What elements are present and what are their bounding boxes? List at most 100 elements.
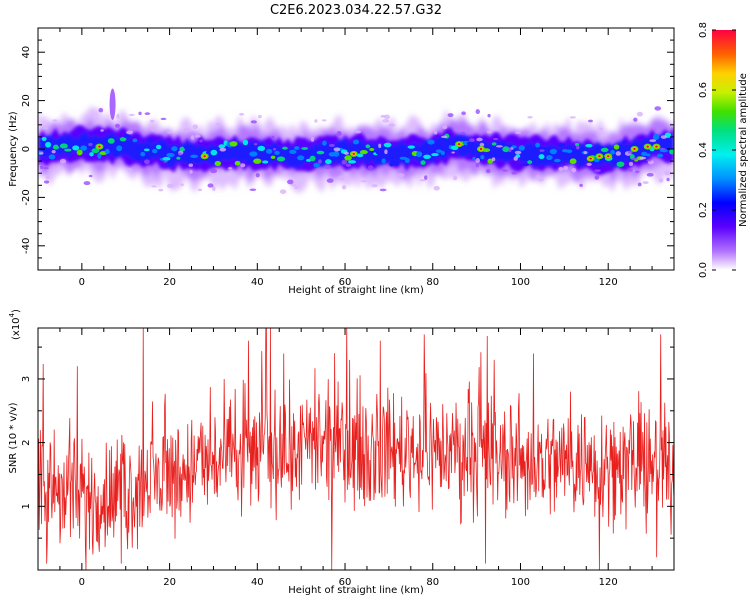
- spectrogram-speck: [382, 118, 390, 123]
- spectrogram-speck: [151, 185, 157, 188]
- spectrogram-cell: [391, 160, 400, 166]
- spectrogram-x-tick-label: 60: [339, 277, 352, 288]
- spectrogram-speck: [279, 189, 287, 194]
- spectrogram-speck: [535, 175, 541, 179]
- spectrogram-cell: [487, 158, 493, 164]
- spectrogram-cell: [89, 152, 94, 157]
- spectrogram-speck: [571, 167, 577, 173]
- spectrogram-cell: [72, 145, 80, 151]
- spectrogram-cell: [195, 158, 202, 163]
- spectrogram-speck: [649, 139, 657, 143]
- snr-x-tick-label: 100: [511, 577, 530, 588]
- spectrogram-cell: [274, 150, 280, 155]
- spectrogram-speck: [272, 147, 277, 151]
- spectrogram-cell: [416, 151, 423, 158]
- spectrogram-cell: [249, 151, 258, 157]
- spectrogram-speck: [378, 143, 382, 149]
- spectrogram-cell: [498, 141, 507, 146]
- spectrogram-speck: [475, 158, 480, 163]
- spectrogram-cell: [369, 147, 375, 151]
- spectrogram-cell: [151, 148, 158, 154]
- spectrogram-speck: [495, 145, 503, 148]
- spectrogram-cell: [616, 161, 625, 167]
- spectrogram-cell: [502, 146, 510, 153]
- spectrogram-cell: [322, 140, 327, 146]
- colorbar-tick-label: 0.2: [698, 202, 709, 218]
- spectrogram-speck: [183, 128, 191, 132]
- spectrogram-cell: [52, 144, 60, 150]
- spectrogram-x-tick-label: 20: [163, 277, 176, 288]
- spectrogram-cell: [427, 139, 435, 145]
- spectrogram-speck: [487, 113, 491, 118]
- snr-y-tick-label: 3: [21, 376, 32, 382]
- spectrogram-hotspot-peak: [589, 157, 592, 160]
- spectrogram-speck: [343, 151, 349, 155]
- spectrogram-cell: [325, 159, 332, 165]
- spectrogram-speck: [100, 129, 104, 132]
- spectrogram-hotspot-peak: [655, 145, 658, 148]
- spectrogram-speck: [51, 149, 56, 154]
- spectrogram-speck: [166, 131, 173, 134]
- spectrogram-speck: [511, 171, 518, 175]
- spectrogram-panel: 0 20 40 60 80 100 120 -40 -20 0 20 40 Height of str…: [8, 27, 675, 296]
- spectrogram-speck: [419, 179, 426, 182]
- spectrogram-cell: [557, 143, 565, 148]
- spectrogram-cell: [183, 145, 189, 150]
- spectrogram-cell: [344, 155, 352, 161]
- spectrogram-xlabel: Height of straight line (km): [288, 285, 424, 296]
- spectrogram-speck: [502, 169, 508, 172]
- spectrogram-x-tick-label: 120: [599, 277, 618, 288]
- spectrogram-speck: [594, 175, 600, 180]
- spectrogram-cell: [297, 155, 305, 161]
- spectrogram-speck: [212, 186, 216, 192]
- spectrogram-cell: [645, 153, 651, 157]
- snr-xlabel: Height of straight line (km): [288, 585, 424, 596]
- colorbar-tick-label: 0.8: [698, 22, 709, 38]
- spectrogram-y-tick-label: -40: [21, 238, 32, 254]
- spectrogram-speck: [588, 119, 593, 123]
- spectrogram-speck: [461, 111, 466, 116]
- spectrogram-cell: [116, 145, 123, 152]
- spectrogram-speck: [138, 111, 142, 116]
- spectrogram-speck: [188, 163, 194, 167]
- spectrogram-cell: [656, 153, 664, 158]
- spectrogram-speck: [324, 165, 331, 170]
- spectrogram-speck: [240, 163, 246, 168]
- spectrogram-speck: [88, 142, 93, 147]
- snr-x-tick-label: 60: [339, 577, 352, 588]
- spectrogram-speck: [367, 165, 374, 170]
- spectrogram-speck: [635, 170, 640, 174]
- spectrogram-speck: [461, 131, 466, 135]
- snr-ylabel: SNR (10 * v/v): [8, 402, 19, 473]
- spectrogram-hotspot-peak: [352, 152, 356, 155]
- spectrogram-speck: [654, 106, 662, 111]
- spectrogram-speck: [228, 167, 233, 170]
- spectrogram-speck: [144, 112, 151, 116]
- spectrogram-speck: [355, 130, 361, 134]
- spectrogram-cell: [301, 147, 309, 150]
- spectrogram-speck: [197, 188, 203, 192]
- spectrogram-speck: [442, 125, 448, 130]
- spectrogram-cell: [48, 154, 56, 160]
- spectrogram-cell: [491, 142, 497, 146]
- chart-title: C2E6.2023.034.22.57.G32: [270, 3, 442, 18]
- spectrogram-speck: [371, 184, 378, 188]
- spectrogram-cell: [166, 152, 175, 158]
- spectrogram-cell: [381, 158, 386, 164]
- spectrogram-cell: [404, 157, 410, 164]
- spectrogram-speck: [639, 156, 647, 160]
- snr-scale-close: ): [11, 309, 22, 313]
- spectrogram-cell: [257, 145, 266, 151]
- spectrogram-speck: [207, 183, 214, 188]
- spectrogram-cell: [143, 148, 150, 152]
- spectrogram-speck: [447, 113, 454, 118]
- spectrogram-speck: [486, 130, 493, 134]
- spectrogram-ylabel: Frequency (Hz): [8, 111, 19, 187]
- spectrogram-x-tick-label: 40: [251, 277, 264, 288]
- spectrogram-speck: [637, 182, 642, 187]
- spectrogram-speck: [290, 183, 297, 187]
- spectrogram-speck: [558, 166, 564, 171]
- spectrogram-speck: [189, 170, 193, 174]
- snr-scale-exponent: 4: [8, 312, 16, 317]
- spectrogram-cell: [242, 139, 249, 146]
